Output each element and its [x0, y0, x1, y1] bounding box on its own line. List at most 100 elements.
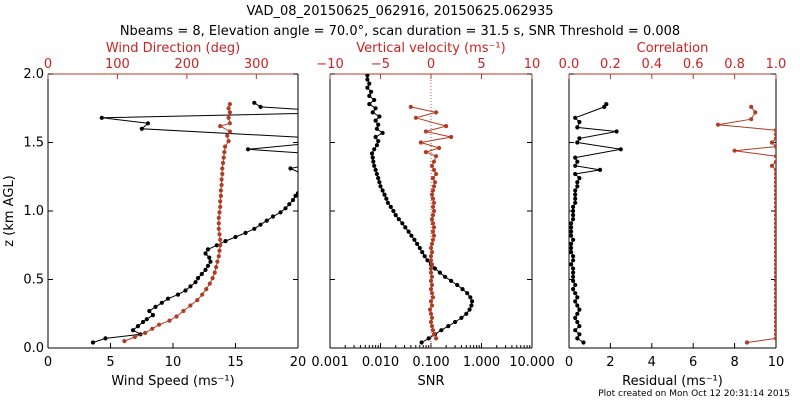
red-series-point	[773, 311, 776, 316]
black-series-point	[470, 299, 475, 304]
top-tick-label: 0.6	[683, 57, 704, 72]
red-series-point	[430, 221, 436, 226]
black-series-point	[577, 324, 582, 329]
black-series-point	[575, 336, 580, 341]
black-series-point	[150, 313, 156, 318]
black-series-point	[135, 324, 141, 329]
red-series-point	[732, 148, 737, 153]
red-series-point	[773, 287, 776, 292]
x-tick-label: 2	[606, 355, 614, 370]
black-series-point	[571, 274, 576, 279]
top-tick-label: 1.0	[766, 57, 787, 72]
red-series-point	[431, 159, 437, 164]
black-series-point	[455, 282, 460, 288]
red-series-point	[212, 270, 217, 275]
red-series-point	[221, 155, 226, 160]
black-series-point	[377, 180, 382, 185]
top-axis-label: Wind Direction (deg)	[106, 41, 240, 56]
red-series-point	[427, 307, 433, 312]
red-series-point	[218, 237, 223, 242]
x-tick-label: 0.010	[362, 355, 399, 370]
red-series-point	[429, 262, 435, 267]
red-series-point	[430, 229, 436, 234]
red-series-point	[773, 282, 776, 288]
black-series-point	[571, 254, 576, 259]
black-series-point	[571, 278, 576, 283]
black-series-point	[258, 222, 263, 227]
red-series-point	[773, 245, 776, 251]
red-series-point	[773, 221, 776, 226]
red-series-point	[218, 204, 223, 209]
black-series-point	[467, 307, 472, 312]
black-series-point	[432, 266, 438, 271]
red-series-point	[218, 188, 223, 193]
x-axis-label: Wind Speed (ms⁻¹)	[111, 374, 234, 389]
top-tick-label: 300	[244, 57, 269, 72]
top-tick-label: 0.2	[600, 57, 621, 72]
red-series-point	[216, 226, 221, 231]
red-series-point	[773, 332, 776, 337]
figure-title: VAD_08_20150625_062916, 20150625.062935	[247, 4, 554, 19]
red-series-point	[219, 177, 224, 182]
top-axis-label: Vertical velocity (ms⁻¹)	[356, 41, 505, 56]
black-series-line	[366, 75, 473, 343]
black-series-point	[449, 278, 454, 283]
red-series-point	[773, 229, 776, 234]
top-axis-label: Correlation	[637, 41, 709, 56]
black-series-point	[406, 229, 411, 234]
red-series-point	[773, 291, 776, 296]
red-series-point	[429, 324, 435, 329]
black-series-point	[287, 202, 292, 207]
x-tick-label: 10.000	[509, 355, 555, 370]
black-series-point	[233, 234, 238, 240]
red-series-point	[428, 258, 434, 263]
red-series-point	[773, 315, 776, 320]
black-series-point	[205, 263, 211, 268]
red-series-point	[773, 217, 776, 222]
black-series-point	[371, 159, 376, 164]
red-series-point	[150, 326, 155, 331]
red-series-point	[215, 259, 220, 264]
red-series-point	[429, 250, 435, 255]
x-tick-label: 8	[730, 355, 738, 370]
black-series-point	[604, 102, 609, 107]
red-series-point	[428, 245, 434, 251]
black-series-point	[573, 328, 578, 333]
plot-area	[365, 74, 475, 345]
red-series-point	[217, 248, 222, 253]
red-series-point	[216, 254, 221, 259]
red-series-point	[428, 299, 434, 304]
red-series-point	[431, 167, 437, 172]
black-series-point	[376, 122, 381, 127]
top-tick-label: −10	[316, 57, 343, 72]
red-series-point	[773, 200, 776, 205]
black-series-point	[573, 315, 578, 320]
black-series-point	[573, 192, 578, 197]
black-series-point	[90, 340, 96, 345]
black-series-point	[464, 311, 469, 316]
x-tick-label: 1.000	[463, 355, 500, 370]
red-series-point	[226, 115, 231, 120]
red-series-point	[227, 121, 232, 126]
black-series-point	[575, 295, 580, 300]
y-tick-label: 1.5	[23, 136, 44, 151]
red-series-point	[223, 144, 228, 149]
red-series-point	[773, 241, 776, 246]
black-series-point	[468, 295, 473, 300]
black-series-point	[188, 284, 193, 289]
black-series-point	[437, 270, 442, 275]
black-series-point	[571, 237, 576, 242]
black-series-point	[183, 288, 188, 293]
red-series-point	[217, 232, 222, 237]
red-series-point	[773, 132, 776, 137]
black-series-point	[380, 130, 385, 135]
red-series-point	[214, 265, 219, 270]
red-series-point	[217, 210, 222, 215]
top-tick-label: 10	[524, 57, 541, 72]
red-series-point	[195, 298, 200, 303]
red-series-point	[773, 225, 776, 230]
black-series-point	[571, 266, 576, 271]
red-series-point	[207, 281, 212, 286]
black-series-point	[573, 163, 578, 168]
